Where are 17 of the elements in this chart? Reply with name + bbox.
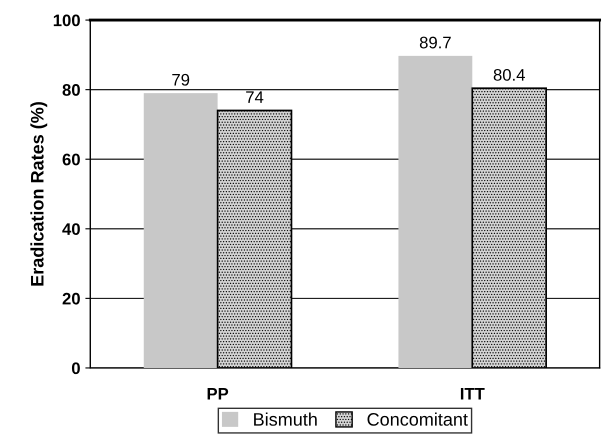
- y-tick-label: 60: [62, 154, 80, 166]
- legend-label: Concomitant: [368, 412, 468, 426]
- y-axis-title: Eradication Rates (%): [30, 102, 48, 286]
- data-label: 89.7: [420, 36, 451, 48]
- y-tick-label: 80: [62, 84, 80, 96]
- x-tick-label: ITT: [460, 388, 485, 400]
- data-label: 79: [172, 74, 190, 86]
- x-tick-label: PP: [208, 388, 228, 400]
- y-tick-label: 0: [72, 362, 80, 374]
- data-label: 74: [246, 91, 264, 103]
- y-tick-label: 20: [62, 292, 80, 305]
- y-tick-label: 100: [54, 14, 80, 26]
- y-tick-label: 40: [62, 223, 80, 235]
- legend-label: Bismuth: [254, 412, 317, 426]
- bar: [398, 56, 472, 368]
- data-label: 80.4: [494, 68, 525, 81]
- bar: [144, 93, 218, 368]
